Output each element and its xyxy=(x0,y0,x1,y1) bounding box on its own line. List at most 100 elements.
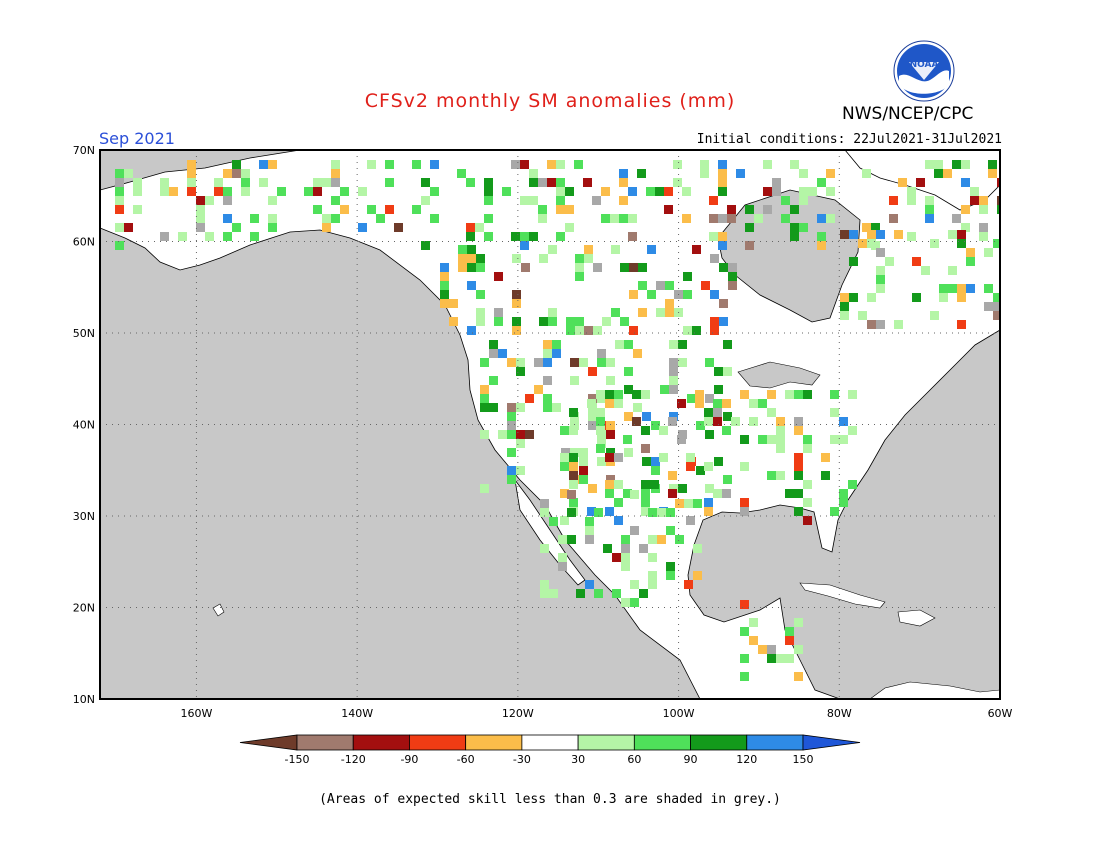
anomaly-cell xyxy=(467,263,476,272)
anomaly-cell xyxy=(647,290,656,299)
anomaly-cell xyxy=(966,248,975,257)
anomaly-cell xyxy=(692,326,701,335)
anomaly-cell xyxy=(966,284,975,293)
anomaly-cell xyxy=(666,526,675,535)
anomaly-cell xyxy=(467,245,476,254)
anomaly-cell xyxy=(567,490,576,499)
land-south-america xyxy=(869,681,1000,699)
anomaly-cell xyxy=(655,187,664,196)
anomaly-cell xyxy=(794,417,803,426)
anomaly-cell xyxy=(997,205,1000,214)
anomaly-cell xyxy=(997,196,1000,205)
anomaly-cell xyxy=(494,317,503,326)
anomaly-cell xyxy=(826,169,835,178)
anomaly-cell xyxy=(821,453,830,462)
anomaly-cell xyxy=(583,178,592,187)
anomaly-cell xyxy=(592,196,601,205)
anomaly-cell xyxy=(718,232,727,241)
anomaly-cell xyxy=(669,385,678,394)
anomaly-cell xyxy=(430,187,439,196)
anomaly-cell xyxy=(651,421,660,430)
anomaly-cell xyxy=(727,214,736,223)
longitude-labels: 160W 140W 120W 100W 80W 60W xyxy=(180,707,1012,720)
anomaly-cell xyxy=(540,508,549,517)
anomaly-cell xyxy=(585,535,594,544)
anomaly-cell xyxy=(758,435,767,444)
legend-arrow-left xyxy=(239,734,298,751)
anomaly-cell xyxy=(794,390,803,399)
anomaly-cell xyxy=(794,471,803,480)
anomaly-cell xyxy=(966,257,975,266)
legend-arrow-right xyxy=(802,734,861,751)
anomaly-cell xyxy=(704,408,713,417)
anomaly-cell xyxy=(584,326,593,335)
anomaly-cell xyxy=(484,178,493,187)
anomaly-cell xyxy=(637,169,646,178)
anomaly-cell xyxy=(666,508,675,517)
anomaly-cell xyxy=(713,399,722,408)
anomaly-cell xyxy=(776,471,785,480)
anomaly-cell xyxy=(547,178,556,187)
latitude-label: 10N xyxy=(73,693,95,706)
anomaly-cell xyxy=(606,358,615,367)
anomaly-cell xyxy=(476,263,485,272)
anomaly-cell xyxy=(740,600,749,609)
anomaly-cell xyxy=(214,178,223,187)
anomaly-cell xyxy=(719,299,728,308)
anomaly-cell xyxy=(489,376,498,385)
anomaly-cell xyxy=(678,430,687,439)
anomaly-cell xyxy=(322,214,331,223)
anomaly-cell xyxy=(187,187,196,196)
anomaly-cell xyxy=(776,426,785,435)
anomaly-cell xyxy=(700,169,709,178)
latitude-labels: 70N 60N 50N 40N 30N 20N 10N xyxy=(73,144,95,706)
anomaly-cell xyxy=(250,232,259,241)
anomaly-cell xyxy=(993,239,1000,248)
anomaly-cell xyxy=(480,430,489,439)
anomaly-cell xyxy=(668,489,677,498)
anomaly-cell xyxy=(830,507,839,516)
anomaly-cell xyxy=(728,263,737,272)
anomaly-cell xyxy=(633,403,642,412)
anomaly-cell xyxy=(830,435,839,444)
anomaly-cell xyxy=(704,498,713,507)
anomaly-cell xyxy=(549,589,558,598)
noaa-logo-text: NOAA xyxy=(910,60,939,70)
anomaly-cell xyxy=(560,426,569,435)
anomaly-cell xyxy=(683,326,692,335)
anomaly-cell xyxy=(516,403,525,412)
legend-tick-label: -30 xyxy=(513,753,531,766)
anomaly-cell xyxy=(588,412,597,421)
anomaly-cell xyxy=(558,562,567,571)
anomaly-cell xyxy=(597,358,606,367)
anomaly-cell xyxy=(593,326,602,335)
anomaly-cell xyxy=(358,223,367,232)
anomaly-cell xyxy=(628,232,637,241)
anomaly-cell xyxy=(749,417,758,426)
valid-month-label: Sep 2021 xyxy=(99,129,175,148)
anomaly-cell xyxy=(322,178,331,187)
anomaly-cell xyxy=(718,187,727,196)
anomaly-cell xyxy=(594,508,603,517)
anomaly-cell xyxy=(466,178,475,187)
anomaly-cell xyxy=(606,448,615,457)
anomaly-cell xyxy=(876,284,885,293)
anomaly-cell xyxy=(440,299,449,308)
anomaly-cell xyxy=(849,230,858,239)
anomaly-cell xyxy=(548,308,557,317)
anomaly-cell xyxy=(830,408,839,417)
anomaly-cell xyxy=(678,358,687,367)
anomaly-cell xyxy=(695,399,704,408)
anomaly-cell xyxy=(848,426,857,435)
anomaly-cell xyxy=(516,439,525,448)
anomaly-cell xyxy=(588,367,597,376)
land-hawaii xyxy=(212,603,225,617)
anomaly-cell xyxy=(889,214,898,223)
anomaly-cell xyxy=(939,293,948,302)
anomaly-cell xyxy=(803,498,812,507)
anomaly-cell xyxy=(939,284,948,293)
anomaly-cell xyxy=(803,390,812,399)
anomaly-cell xyxy=(566,326,575,335)
anomaly-cell xyxy=(241,169,250,178)
